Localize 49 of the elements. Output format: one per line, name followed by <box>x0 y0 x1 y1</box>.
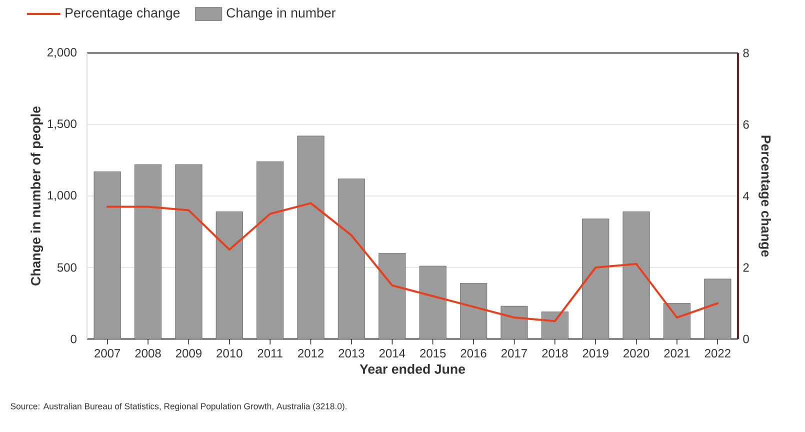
legend-label: Percentage change <box>66 8 180 20</box>
bar <box>582 218 610 340</box>
bar <box>500 306 528 340</box>
bar <box>663 303 691 340</box>
bar <box>338 178 366 340</box>
y-tick-label: 500 <box>57 263 76 272</box>
x-tick-label: 2019 <box>582 349 608 358</box>
y2-tick-label: 0 <box>743 334 749 344</box>
bar <box>460 283 488 340</box>
y-tick-label: 2,000 <box>48 48 76 58</box>
x-tick-label: 2022 <box>704 349 730 358</box>
bar <box>256 161 284 340</box>
y2-tick-label: 6 <box>743 120 749 129</box>
bar <box>704 278 732 340</box>
y2-tick-label: 2 <box>743 263 749 272</box>
bar <box>541 312 568 340</box>
x-tick-label: 2018 <box>542 349 568 358</box>
bar <box>94 171 121 340</box>
y2-tick-label: 4 <box>742 192 750 200</box>
bar <box>378 253 406 340</box>
bar <box>134 164 162 340</box>
x-tick-label: 2015 <box>420 349 446 358</box>
y-tick-label: 1,500 <box>48 120 76 130</box>
bar <box>622 212 650 340</box>
x-axis-title: Year ended June <box>360 364 466 374</box>
x-tick-label: 2016 <box>460 349 486 358</box>
x-tick-label: 2008 <box>135 349 161 358</box>
legend-label: Change in number <box>226 8 336 20</box>
y-axis-title: Change in number of people <box>30 106 44 286</box>
x-tick-label: 2012 <box>298 349 324 358</box>
y-tick-label: 0 <box>70 334 76 344</box>
line-series <box>106 202 719 322</box>
x-tick-label: 2014 <box>379 349 406 358</box>
y2-tick-label: 8 <box>743 48 749 58</box>
x-tick-label: 2020 <box>624 349 650 358</box>
y2-axis-title: Percentage change <box>758 136 772 257</box>
x-tick-label: 2021 <box>664 349 690 358</box>
source-note: Source: Australian Bureau of Statistics, Regional Population Growth, Australia (3218.0). <box>10 402 346 412</box>
x-tick-label: 2010 <box>216 349 242 358</box>
x-tick-label: 2009 <box>176 349 202 358</box>
bar <box>216 212 243 340</box>
bar <box>297 136 324 340</box>
bar <box>419 266 446 340</box>
x-tick-label: 2011 <box>258 349 282 358</box>
x-tick-label: 2017 <box>501 349 527 358</box>
x-tick-label: 2013 <box>338 349 364 358</box>
y-tick-label: 1,000 <box>48 191 76 201</box>
bar <box>175 164 202 340</box>
x-tick-label: 2007 <box>94 349 120 358</box>
